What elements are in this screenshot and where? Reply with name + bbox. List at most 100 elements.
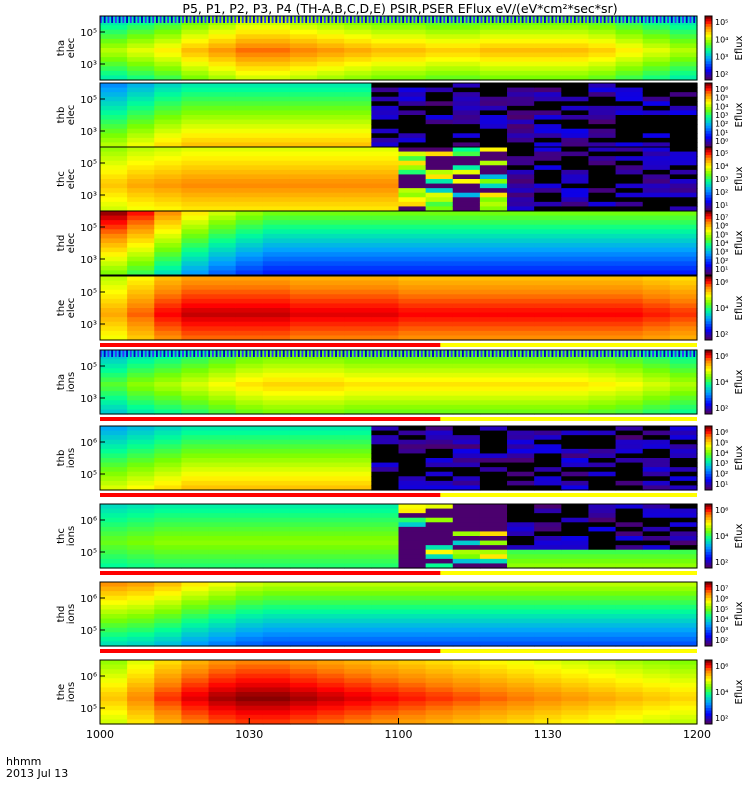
heatmap-cell xyxy=(262,692,291,698)
heatmap-cell xyxy=(344,110,372,116)
heatmap-cell xyxy=(669,664,698,670)
top-stripe-mark xyxy=(323,16,326,23)
heatmap-cell xyxy=(534,48,562,54)
heatmap-cell xyxy=(181,276,210,282)
heatmap-cell xyxy=(479,303,508,309)
heatmap-cell xyxy=(127,169,155,176)
heatmap-cell xyxy=(561,169,590,176)
heatmap-cell xyxy=(615,52,644,58)
heatmap-cell xyxy=(127,705,155,711)
heatmap-cell xyxy=(452,83,481,89)
heatmap-cell xyxy=(317,115,345,121)
colorbar-segment xyxy=(705,442,712,446)
heatmap-cell xyxy=(289,682,318,689)
heatmap-cell xyxy=(208,377,237,383)
heatmap-cell xyxy=(289,623,318,629)
heatmap-cell xyxy=(208,372,237,379)
heatmap-cell xyxy=(317,20,345,26)
heatmap-cell xyxy=(127,206,155,212)
heatmap-cell xyxy=(262,238,291,244)
panel-ylabel-species: elec xyxy=(66,233,77,254)
heatmap-cell xyxy=(262,600,291,606)
heatmap-cell xyxy=(181,52,210,58)
heatmap-cell xyxy=(289,317,318,323)
heatmap-cell xyxy=(154,124,183,130)
heatmap-cell xyxy=(127,368,155,374)
heatmap-cell xyxy=(479,70,508,77)
heatmap-cell xyxy=(127,38,155,45)
heatmap-cell xyxy=(317,83,345,89)
heatmap-cell xyxy=(317,372,345,379)
heatmap-cell xyxy=(371,229,400,235)
colorbar-segment xyxy=(705,450,712,454)
heatmap-cell xyxy=(154,169,183,176)
heatmap-cell xyxy=(289,285,318,291)
heatmap-cell xyxy=(154,692,183,698)
heatmap-cell xyxy=(534,476,562,482)
heatmap-cell xyxy=(371,430,400,436)
heatmap-cell xyxy=(289,372,318,379)
top-stripe-mark xyxy=(577,16,580,23)
heatmap-cell xyxy=(371,312,400,318)
heatmap-cell xyxy=(479,20,508,26)
heatmap-cell xyxy=(317,522,345,528)
heatmap-cell xyxy=(398,326,427,332)
heatmap-cell xyxy=(208,224,237,230)
heatmap-cell xyxy=(669,183,698,189)
heatmap-cell xyxy=(452,238,481,244)
colorbar-segment xyxy=(705,171,712,175)
heatmap-cell xyxy=(479,156,508,162)
heatmap-cell xyxy=(534,151,562,157)
heatmap-cell xyxy=(588,326,617,332)
heatmap-cell xyxy=(588,540,617,546)
heatmap-cell xyxy=(615,238,644,244)
heatmap-cell xyxy=(181,169,210,176)
heatmap-cell xyxy=(642,133,671,139)
heatmap-cell xyxy=(208,641,237,647)
heatmap-cell xyxy=(534,664,562,670)
colorbar-segment xyxy=(705,530,712,534)
heatmap-cell xyxy=(100,678,128,684)
heatmap-cell xyxy=(317,243,345,249)
top-stripe-mark xyxy=(185,350,188,357)
heatmap-cell xyxy=(344,206,372,212)
top-stripe-mark xyxy=(469,350,472,357)
heatmap-cell xyxy=(669,554,698,560)
heatmap-cell xyxy=(588,265,617,272)
heatmap-cell xyxy=(561,600,590,606)
heatmap-cell xyxy=(561,48,590,54)
heatmap-cell xyxy=(507,714,535,721)
heatmap-cell xyxy=(317,188,345,194)
heatmap-cell xyxy=(669,485,698,491)
heatmap-cell xyxy=(534,710,562,716)
heatmap-cell xyxy=(289,669,318,675)
heatmap-cell xyxy=(669,87,698,93)
heatmap-cell xyxy=(154,220,183,226)
heatmap-cell xyxy=(344,692,372,698)
heatmap-cell xyxy=(588,188,617,194)
heatmap-cell xyxy=(425,549,454,555)
heatmap-cell xyxy=(262,147,291,153)
heatmap-cell xyxy=(181,476,210,482)
colorbar-segment xyxy=(705,676,712,680)
heatmap-cell xyxy=(344,303,372,309)
heatmap-cell xyxy=(561,395,590,401)
heatmap-cell xyxy=(262,476,291,482)
top-stripe-mark xyxy=(394,16,397,23)
colorbar-segment xyxy=(705,382,712,386)
heatmap-cell xyxy=(262,439,291,445)
heatmap-cell xyxy=(127,513,155,519)
heatmap-cell xyxy=(588,508,617,514)
colorbar-segment xyxy=(705,482,712,486)
heatmap-cell xyxy=(262,508,291,514)
heatmap-cell xyxy=(127,448,155,455)
colorbar-segment xyxy=(705,444,712,448)
heatmap-cell xyxy=(561,641,590,647)
heatmap-cell xyxy=(669,270,698,276)
heatmap-cell xyxy=(615,247,644,253)
heatmap-cell xyxy=(398,595,427,601)
heatmap-cell xyxy=(534,400,562,406)
heatmap-cell xyxy=(452,142,481,148)
heatmap-cell xyxy=(425,476,454,482)
colorbar-segment xyxy=(705,163,712,167)
